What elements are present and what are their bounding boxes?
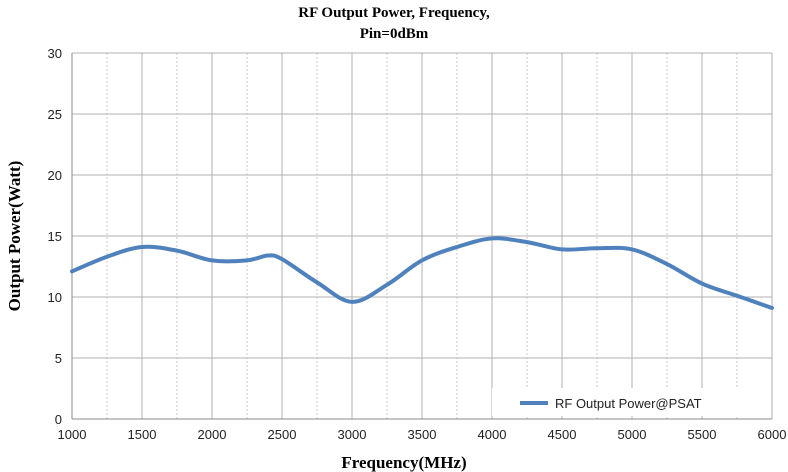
y-tick-label: 25 <box>48 107 62 122</box>
series-line <box>70 236 774 310</box>
x-tick-label: 1000 <box>58 427 87 442</box>
x-tick-label: 3500 <box>408 427 437 442</box>
y-tick-label: 5 <box>55 351 62 366</box>
x-tick-label: 2000 <box>198 427 227 442</box>
x-tick-label: 4000 <box>478 427 507 442</box>
y-axis-label: Output Power(Watt) <box>5 161 24 312</box>
x-tick-label: 6000 <box>758 427 787 442</box>
y-tick-label: 0 <box>55 412 62 427</box>
x-tick-label: 2500 <box>268 427 297 442</box>
legend: RF Output Power@PSAT <box>492 388 754 416</box>
y-tick-label: 15 <box>48 229 62 244</box>
y-tick-label: 20 <box>48 168 62 183</box>
legend-label: RF Output Power@PSAT <box>555 396 702 411</box>
x-tick-label: 3000 <box>338 427 367 442</box>
chart-title-line-2: Pin=0dBm <box>360 26 429 42</box>
y-tick-label: 10 <box>48 290 62 305</box>
series-layer <box>70 236 774 310</box>
x-tick-label: 5000 <box>618 427 647 442</box>
x-axis-label: Frequency(MHz) <box>341 453 466 472</box>
grid <box>71 52 773 420</box>
x-tick-label: 4500 <box>548 427 577 442</box>
x-tick-label: 1500 <box>128 427 157 442</box>
y-tick-label: 30 <box>48 46 62 61</box>
chart-title-line-1: RF Output Power, Frequency, <box>298 5 490 21</box>
x-tick-label: 5500 <box>688 427 717 442</box>
tick-labels: 1000 1500 2000 2500 3000 3500 4000 4500 5000 5500… <box>48 46 787 442</box>
